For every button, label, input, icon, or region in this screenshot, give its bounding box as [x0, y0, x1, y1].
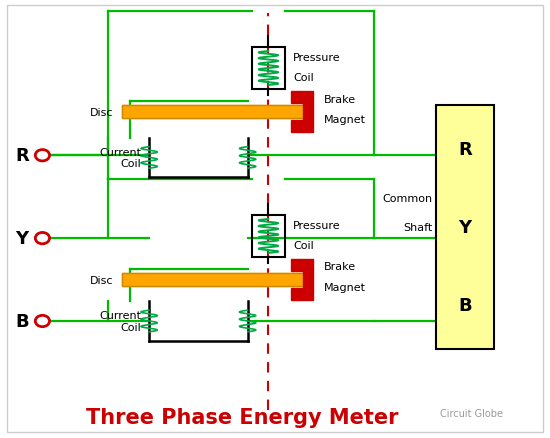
Circle shape: [35, 150, 50, 162]
Text: R: R: [15, 147, 29, 165]
Bar: [303, 92, 313, 133]
Text: Coil: Coil: [293, 240, 314, 250]
Text: Magnet: Magnet: [324, 115, 366, 125]
Text: Brake: Brake: [324, 262, 356, 272]
Text: Three Phase Energy Meter: Three Phase Energy Meter: [86, 407, 398, 427]
Text: Current
Coil: Current Coil: [99, 147, 141, 169]
Bar: [122, 273, 304, 286]
Text: Disc: Disc: [90, 275, 113, 285]
Text: Common: Common: [382, 194, 432, 203]
Text: B: B: [458, 297, 472, 314]
Text: Current
Coil: Current Coil: [99, 311, 141, 332]
Bar: [122, 106, 304, 119]
Circle shape: [35, 233, 50, 244]
Bar: [122, 273, 304, 286]
Text: R: R: [458, 141, 472, 159]
Bar: [437, 106, 494, 350]
Bar: [252, 48, 285, 89]
Text: Disc: Disc: [90, 107, 113, 117]
Text: Y: Y: [15, 230, 29, 247]
Text: Brake: Brake: [324, 94, 356, 104]
Text: Coil: Coil: [293, 73, 314, 82]
Bar: [291, 288, 303, 300]
Bar: [291, 259, 303, 272]
Text: Magnet: Magnet: [324, 283, 366, 293]
Text: Pressure: Pressure: [293, 53, 340, 63]
Text: Shaft: Shaft: [403, 223, 432, 233]
Bar: [303, 259, 313, 300]
Text: Pressure: Pressure: [293, 221, 340, 230]
Text: B: B: [15, 312, 29, 330]
Bar: [122, 106, 304, 119]
Circle shape: [35, 316, 50, 327]
Bar: [291, 92, 303, 104]
Bar: [252, 216, 285, 257]
Text: Circuit Globe: Circuit Globe: [441, 408, 503, 418]
Bar: [291, 120, 303, 133]
Text: Y: Y: [459, 219, 472, 237]
